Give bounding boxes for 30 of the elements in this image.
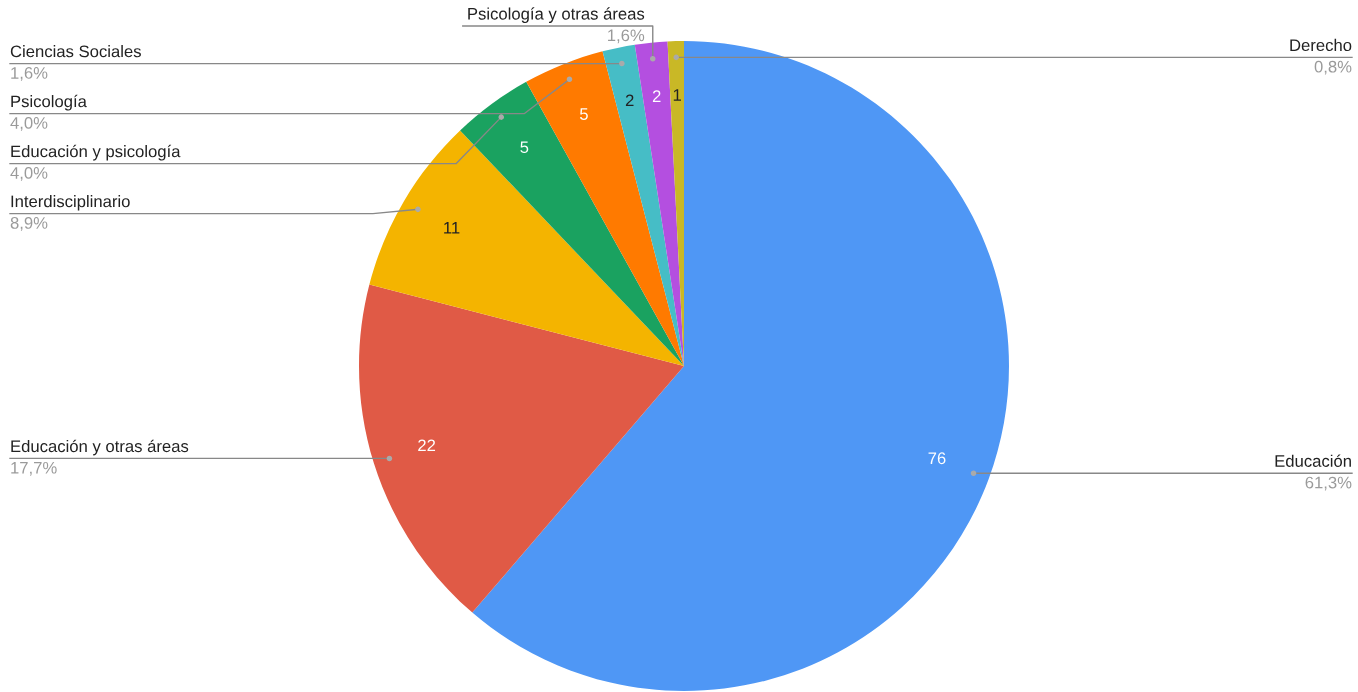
text: 17,7% xyxy=(11,461,57,476)
pie-slice xyxy=(359,284,684,613)
data-label: 11 xyxy=(444,222,460,234)
data-label: 76 xyxy=(928,452,946,465)
slice-label: Interdisciplinario xyxy=(11,195,130,211)
slice-label: Psicología y otras áreas xyxy=(468,7,645,23)
data-label: 5 xyxy=(579,108,588,120)
text: 0,8% xyxy=(1314,60,1352,75)
slice-label: Psicología xyxy=(11,94,87,111)
pie-slice xyxy=(460,81,684,366)
slice-label: Educación y otras áreas xyxy=(11,439,189,456)
data-label: 2 xyxy=(625,94,634,107)
text: 1,6% xyxy=(11,67,48,81)
pie-slice xyxy=(369,130,684,366)
pie-slice xyxy=(634,41,684,366)
text: 1,6% xyxy=(608,29,645,44)
slice-label: Educación y psicología xyxy=(11,144,181,161)
data-label: 1 xyxy=(673,89,681,101)
pie-slice xyxy=(472,41,1009,691)
text: 4,0% xyxy=(10,117,48,131)
data-label: 5 xyxy=(520,141,529,154)
data-label: 22 xyxy=(418,439,436,452)
text: 61,3% xyxy=(1305,476,1352,491)
slice-label: Ciencias Sociales xyxy=(10,45,141,58)
text: 8,9% xyxy=(10,217,48,231)
data-label: 2 xyxy=(652,90,661,102)
pie-slice xyxy=(602,44,684,366)
text: 4,0% xyxy=(10,167,48,181)
slice-label: Educación xyxy=(1275,454,1351,467)
slice-label: Derecho xyxy=(1290,38,1352,52)
